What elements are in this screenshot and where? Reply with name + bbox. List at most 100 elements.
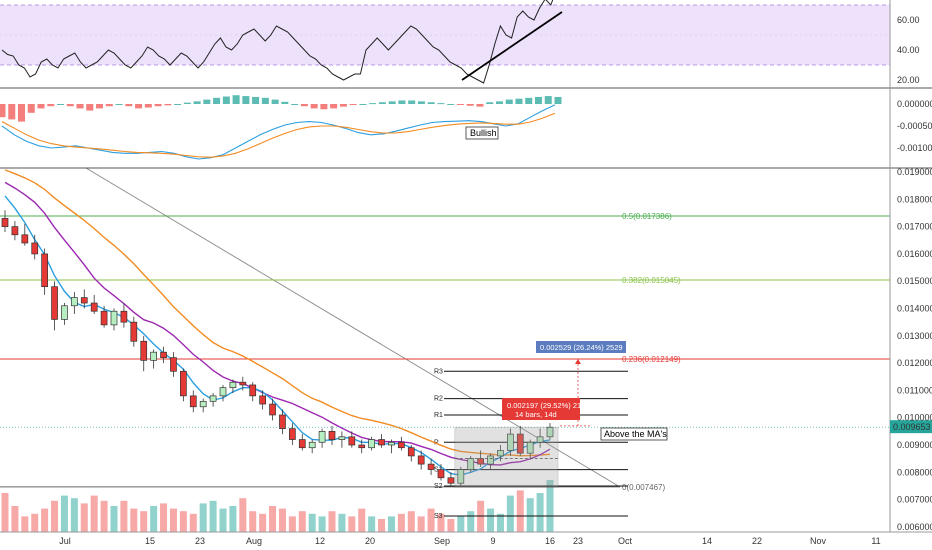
macd-histogram-bar	[281, 101, 289, 104]
volume-bar	[219, 508, 227, 532]
volume-bar	[378, 519, 386, 532]
macd-histogram-bar	[339, 104, 347, 107]
candle-body	[407, 447, 415, 457]
volume-bar	[179, 511, 187, 532]
candle-body	[487, 455, 494, 465]
macd-histogram-bar	[57, 104, 65, 105]
volume-bar	[239, 498, 247, 532]
volume-bar	[60, 495, 68, 532]
macd-histogram-bar	[544, 96, 552, 104]
candle-body	[358, 444, 366, 449]
macd-histogram-bar	[476, 104, 484, 107]
candle-body	[328, 431, 336, 440]
macd-histogram-bar	[291, 104, 299, 105]
candle-body	[536, 436, 544, 443]
macd-histogram-bar	[359, 104, 367, 105]
rsi-tick-label: 40.00	[897, 45, 920, 55]
x-tick-label: Sep	[434, 536, 450, 546]
macd-histogram-bar	[554, 96, 562, 104]
volume-bar	[21, 516, 29, 532]
fib-level-label: 0(0.007467)	[622, 483, 665, 492]
candle-body	[269, 403, 276, 416]
volume-bar	[526, 498, 534, 532]
candle-body	[21, 234, 29, 244]
pivot-label: S2	[434, 483, 443, 490]
x-tick-label: 20	[365, 536, 375, 546]
volume-bar	[189, 513, 197, 532]
descending-trendline	[85, 167, 621, 488]
volume-bar	[160, 503, 168, 532]
macd-histogram-bar	[154, 104, 162, 107]
macd-histogram-bar	[213, 97, 221, 104]
rsi-pane	[0, 0, 890, 84]
candle-body	[219, 387, 227, 397]
volume-bar	[249, 511, 257, 532]
candle-body	[457, 469, 465, 484]
x-tick-label: 14	[702, 536, 712, 546]
measure-range-box	[454, 426, 559, 488]
price-tick-label: 0.015000	[897, 276, 932, 286]
ma-annotation: Above the MA's	[604, 429, 667, 439]
candle-body	[378, 439, 385, 446]
candle-body	[398, 441, 405, 449]
macd-histogram-bar	[242, 96, 250, 104]
candle-body	[437, 469, 445, 479]
macd-histogram-bar	[417, 101, 425, 104]
volume-bar	[318, 516, 326, 532]
volume-bar	[298, 511, 306, 532]
volume-bar	[110, 506, 118, 532]
macd-histogram-bar	[76, 104, 84, 109]
price-tick-label: 0.008000	[897, 467, 932, 477]
macd-histogram-bar	[369, 103, 377, 105]
candle-body	[368, 439, 375, 449]
pivot-label: R3	[434, 368, 443, 375]
macd-histogram-bar	[437, 103, 445, 105]
candle-body	[497, 450, 504, 457]
candle-body	[209, 395, 217, 402]
x-tick-label: 9	[490, 536, 495, 546]
volume-bar	[169, 508, 177, 532]
measure-up-tag	[536, 341, 626, 353]
price-tick-label: 0.013000	[897, 331, 932, 341]
rsi-trendline	[461, 11, 563, 81]
volume-bar	[199, 503, 207, 532]
candle-body	[507, 433, 514, 451]
macd-histogram-bar	[27, 104, 35, 113]
candle-body	[150, 351, 157, 361]
macd-histogram-bar	[183, 102, 191, 104]
macd-tick-label: 0.000000	[897, 99, 932, 109]
macd-histogram-bar	[427, 102, 435, 104]
macd-histogram-bar	[378, 102, 386, 104]
macd-histogram-bar	[0, 104, 6, 118]
candle-body	[140, 340, 148, 361]
current-price-label: 0.009653	[893, 422, 931, 432]
ma-slow	[4, 169, 551, 457]
candle-body	[130, 321, 138, 342]
macd-histogram-bar	[174, 104, 182, 105]
macd-histogram-bar	[144, 104, 152, 108]
macd-histogram-bar	[349, 104, 357, 105]
fib-level-label: 0.236(0.012149)	[622, 355, 681, 364]
candle-body	[189, 395, 197, 408]
volume-bar	[328, 511, 336, 532]
macd-annotation-box	[465, 126, 499, 140]
x-tick-label: 12	[315, 536, 325, 546]
price-tick-label: 0.006000	[897, 522, 932, 532]
volume-bar	[269, 506, 277, 532]
candle-body	[61, 305, 68, 320]
price-tick-label: 0.009000	[897, 440, 932, 450]
candle-body	[1, 218, 9, 227]
candle-body	[71, 297, 78, 307]
price-tick-label: 0.018000	[897, 194, 932, 204]
x-tick-label: 15	[145, 536, 155, 546]
measure-range-tag	[502, 398, 580, 420]
candle-body	[41, 253, 48, 288]
volume-bar	[229, 506, 237, 532]
macd-histogram-bar	[232, 95, 240, 104]
price-pane: 0.5(0.017386) 0.382(0.015045) 0.236(0.0121…	[0, 167, 890, 532]
volume-bar	[140, 511, 148, 532]
macd-histogram-bar	[203, 99, 211, 104]
candle-body	[239, 381, 247, 386]
candle-body	[120, 310, 128, 323]
